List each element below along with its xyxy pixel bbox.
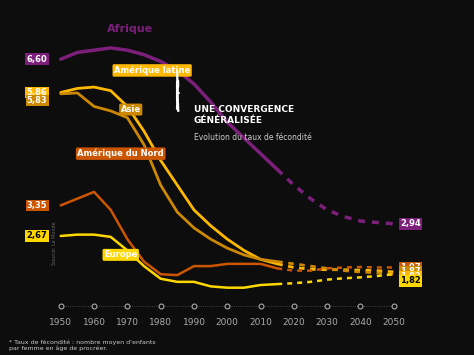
Text: Source: Le Monde: Source: Le Monde <box>52 222 56 266</box>
Text: 1,97: 1,97 <box>401 263 421 272</box>
Text: 1,87: 1,87 <box>401 267 421 277</box>
Text: 5,83: 5,83 <box>27 96 47 105</box>
Circle shape <box>178 80 179 88</box>
Text: UNE CONVERGENCE
GÉNÉRALISÉE: UNE CONVERGENCE GÉNÉRALISÉE <box>194 105 294 125</box>
Text: Evolution du taux de fécondité: Evolution du taux de fécondité <box>194 133 312 142</box>
Text: 1,82: 1,82 <box>401 272 421 281</box>
Text: Europe: Europe <box>104 250 137 260</box>
Text: 5,86: 5,86 <box>27 88 47 97</box>
Circle shape <box>177 70 178 82</box>
Text: 2,67: 2,67 <box>27 231 47 240</box>
Text: Amérique du Nord: Amérique du Nord <box>77 149 164 158</box>
Text: * Taux de fécondité : nombre moyen d'enfants
par femme en âge de procréer.: * Taux de fécondité : nombre moyen d'enf… <box>9 339 156 351</box>
Text: Amérique latine: Amérique latine <box>114 66 190 75</box>
Text: Afrique: Afrique <box>107 23 154 34</box>
Text: Asie: Asie <box>121 105 141 114</box>
Text: 1,82: 1,82 <box>401 277 421 285</box>
Text: 2,94: 2,94 <box>401 219 421 228</box>
Text: 3,35: 3,35 <box>27 201 47 210</box>
Text: 6,60: 6,60 <box>27 55 47 64</box>
